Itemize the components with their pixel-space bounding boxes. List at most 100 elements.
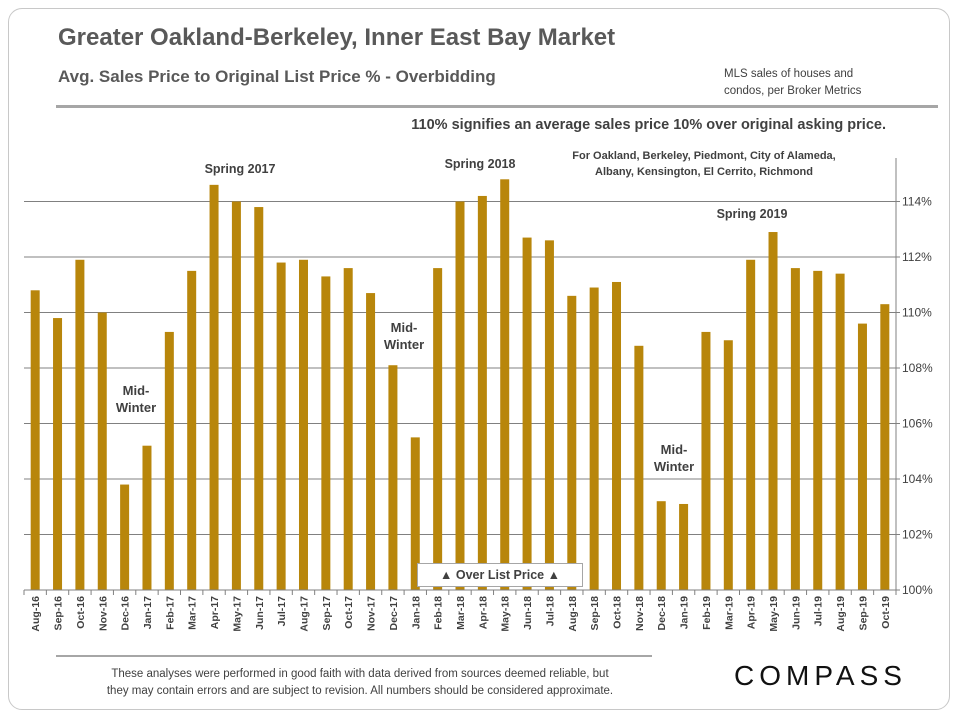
bar <box>30 290 40 590</box>
bar <box>835 273 845 590</box>
bar <box>298 259 308 590</box>
x-tick-label: Oct-19 <box>880 596 892 629</box>
annotation-spring-2019: Spring 2019 <box>717 207 788 221</box>
x-tick-label: Oct-17 <box>343 596 355 629</box>
x-tick-label: Aug-18 <box>567 596 579 632</box>
bar <box>410 437 420 590</box>
bar <box>477 195 487 590</box>
bar <box>366 293 376 590</box>
x-tick-label: Jul-18 <box>544 596 556 627</box>
source-note-line1: MLS sales of houses and <box>724 68 854 80</box>
x-tick-label: Jun-18 <box>522 596 534 630</box>
x-tick-label: Apr-18 <box>477 596 489 629</box>
x-tick-label: Aug-17 <box>298 596 310 632</box>
x-tick-label: Sep-19 <box>857 596 869 631</box>
x-tick-labels: Aug-16 Sep-16 Oct-16 Nov-16 Dec-16 Jan-17 Feb-… <box>30 596 892 632</box>
bar <box>522 237 532 590</box>
disclaimer-line2: they may contain errors and are subject … <box>106 685 614 697</box>
x-tick-label: Sep-18 <box>589 596 601 631</box>
x-tick-label: Dec-17 <box>388 596 400 631</box>
x-tick-label: May-19 <box>768 596 780 632</box>
bar <box>656 501 666 590</box>
x-tick-label: Nov-17 <box>366 596 378 631</box>
annotation-midwinter-1-line2: Winter <box>116 400 156 415</box>
bar <box>75 259 85 590</box>
x-tick-label: Jun-19 <box>790 596 802 630</box>
bar <box>321 276 331 590</box>
bar <box>857 323 867 590</box>
x-tick-label: Nov-16 <box>97 596 109 631</box>
x-tick-label: Aug-19 <box>835 596 847 632</box>
bar <box>544 240 554 590</box>
disclaimer: These analyses were performed in good fa… <box>60 666 660 700</box>
axes <box>23 158 900 595</box>
x-tick-label: Feb-17 <box>164 596 176 630</box>
bar <box>880 304 890 590</box>
x-tick-label: Dec-18 <box>656 596 668 631</box>
disclaimer-line1: These analyses were performed in good fa… <box>111 668 609 680</box>
bar <box>120 484 130 590</box>
bar <box>723 340 733 590</box>
x-tick-label: Mar-18 <box>455 596 467 630</box>
x-tick-label: Sep-16 <box>53 596 65 631</box>
source-note: MLS sales of houses and condos, per Brok… <box>724 66 894 100</box>
x-tick-label: Oct-16 <box>75 596 87 629</box>
bar <box>254 207 264 591</box>
y-tick-label: 106% <box>902 417 933 431</box>
bar <box>343 268 353 590</box>
annotations: Spring 2017 Spring 2018 Spring 2019 Mid-… <box>116 150 836 474</box>
explanation-note: 110% signifies an average sales price 10… <box>411 117 886 133</box>
y-tick-label: 100% <box>902 583 933 597</box>
y-tick-label: 114% <box>902 195 932 209</box>
annotation-spring-2018: Spring 2018 <box>445 157 516 171</box>
bars <box>30 179 890 591</box>
source-note-line2: condos, per Broker Metrics <box>724 85 862 97</box>
bar <box>589 287 599 590</box>
annotation-midwinter-2-line1: Mid- <box>391 320 418 335</box>
y-tick-label: 110% <box>902 306 932 320</box>
bar <box>746 259 756 590</box>
coverage-note-line2: Albany, Kensington, El Cerrito, Richmond <box>595 166 813 178</box>
x-tick-label: Jan-19 <box>679 596 691 629</box>
x-tick-label: Nov-18 <box>634 596 646 631</box>
chart-subtitle: Avg. Sales Price to Original List Price … <box>58 67 496 86</box>
bar <box>567 295 577 590</box>
bar <box>634 345 644 590</box>
x-tick-label: Aug-16 <box>30 596 42 632</box>
y-tick-labels: 100% 102% 104% 106% 108% 110% 112% 114% <box>902 195 933 598</box>
x-tick-label: Jul-19 <box>813 596 825 627</box>
annotation-midwinter-1-line1: Mid- <box>123 383 150 398</box>
y-tick-label: 102% <box>902 528 933 542</box>
chart-title: Greater Oakland-Berkeley, Inner East Bay… <box>58 24 616 51</box>
y-tick-label: 112% <box>902 250 932 264</box>
x-tick-label: May-18 <box>500 596 512 632</box>
x-tick-label: Jan-18 <box>410 596 422 629</box>
over-list-price-label: ▲ Over List Price ▲ <box>417 563 583 587</box>
x-tick-label: Apr-17 <box>209 596 221 629</box>
y-tick-label: 108% <box>902 361 933 375</box>
bar <box>53 318 63 590</box>
x-tick-label: Feb-19 <box>701 596 713 630</box>
x-tick-label: Mar-19 <box>723 596 735 630</box>
annotation-midwinter-3-line2: Winter <box>654 459 694 474</box>
bar <box>142 445 152 590</box>
bar <box>455 201 465 590</box>
bar <box>790 268 800 590</box>
y-tick-label: 104% <box>902 472 933 486</box>
bar <box>276 262 286 590</box>
coverage-note-line1: For Oakland, Berkeley, Piedmont, City of… <box>572 150 835 162</box>
annotation-midwinter-3-line1: Mid- <box>661 442 688 457</box>
x-tick-label: Oct-18 <box>612 596 624 629</box>
footer-divider <box>56 655 652 657</box>
annotation-midwinter-2-line2: Winter <box>384 337 424 352</box>
x-tick-label: Jul-17 <box>276 596 288 627</box>
bar <box>701 331 711 590</box>
bar <box>164 331 174 590</box>
annotation-spring-2017: Spring 2017 <box>205 162 276 176</box>
x-tick-label: Jan-17 <box>142 596 154 629</box>
compass-logo: COMPASS <box>734 660 907 691</box>
bar <box>500 179 510 591</box>
x-tick-label: Apr-19 <box>746 596 758 629</box>
x-tick-label: Jun-17 <box>254 596 266 630</box>
bar <box>679 503 689 590</box>
